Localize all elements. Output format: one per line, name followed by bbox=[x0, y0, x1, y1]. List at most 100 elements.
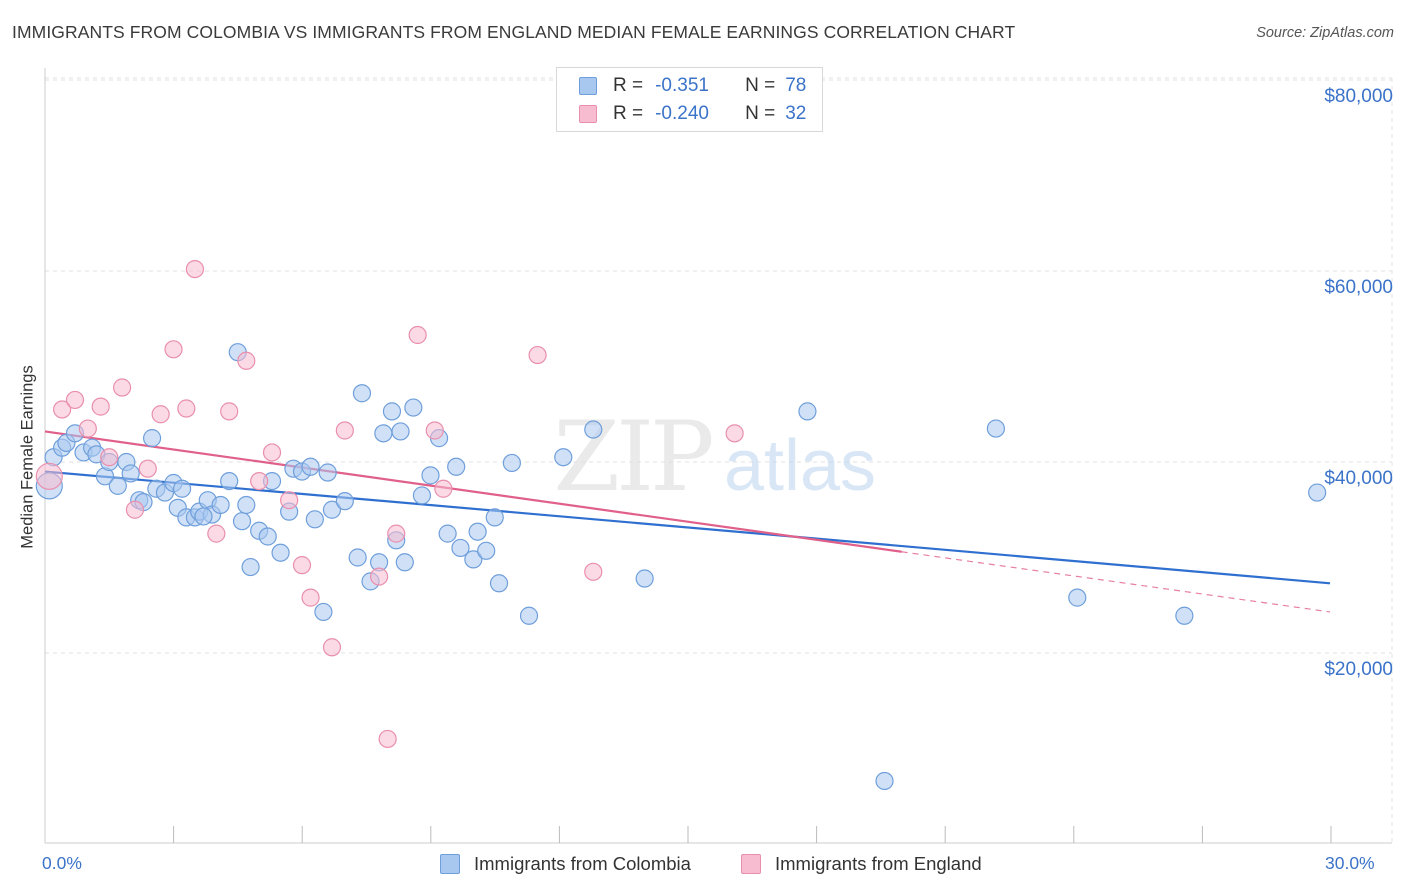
england-swatch bbox=[579, 105, 597, 123]
axes bbox=[44, 68, 1393, 844]
correlation-legend: R = -0.351 N = 78 R = -0.240 N = 32 bbox=[556, 67, 823, 132]
data-point-colombia bbox=[232, 512, 252, 531]
y-tick-label-60000: $60,000 bbox=[1324, 277, 1393, 298]
data-point-england bbox=[408, 325, 427, 345]
data-point-colombia bbox=[477, 541, 496, 560]
data-point-colombia bbox=[241, 557, 260, 577]
watermark: ZIP atlas bbox=[553, 401, 876, 513]
data-point-england bbox=[164, 340, 183, 359]
data-point-colombia bbox=[438, 524, 457, 543]
legend-r-label: R = bbox=[613, 103, 644, 124]
legend-n-value: 78 bbox=[785, 75, 807, 96]
data-point-colombia bbox=[220, 472, 239, 491]
data-point-colombia bbox=[635, 569, 654, 588]
data-point-england bbox=[370, 567, 389, 586]
data-point-england bbox=[151, 405, 170, 424]
data-point-colombia bbox=[374, 424, 393, 443]
data-point-england bbox=[262, 443, 282, 462]
data-point-england bbox=[335, 421, 354, 440]
legend-item-colombia[interactable]: Immigrants from Colombia bbox=[440, 851, 691, 877]
data-point-colombia bbox=[584, 420, 603, 439]
legend-r-value: -0.351 bbox=[655, 75, 709, 96]
trend-line-england bbox=[44, 430, 902, 553]
data-point-colombia bbox=[305, 510, 324, 529]
data-point-england bbox=[91, 397, 110, 416]
data-point-england bbox=[138, 459, 157, 478]
data-point-england bbox=[100, 448, 119, 467]
legend-n-value: 32 bbox=[785, 103, 807, 124]
series-england-points bbox=[35, 259, 744, 749]
england-legend-swatch bbox=[741, 854, 761, 874]
data-point-england bbox=[112, 378, 132, 397]
data-point-colombia bbox=[485, 508, 504, 527]
data-point-england bbox=[207, 524, 226, 543]
data-point-colombia bbox=[502, 453, 521, 473]
data-point-colombia bbox=[875, 771, 894, 791]
legend-label-colombia: Immigrants from Colombia bbox=[474, 853, 691, 874]
data-point-colombia bbox=[142, 429, 162, 448]
data-point-colombia bbox=[1068, 588, 1087, 607]
data-point-england bbox=[434, 479, 453, 498]
legend-n-label: N = bbox=[745, 103, 776, 124]
data-point-colombia bbox=[464, 550, 483, 569]
data-point-england bbox=[35, 462, 63, 490]
data-point-colombia bbox=[318, 463, 337, 482]
y-tick-label-40000: $40,000 bbox=[1324, 468, 1393, 489]
x-tick-label-max: 30.0% bbox=[1325, 853, 1375, 873]
y-axis-title: Median Female Earnings bbox=[18, 365, 37, 549]
trend-line-england-extension bbox=[901, 551, 1331, 613]
data-point-colombia bbox=[314, 602, 333, 622]
legend-n-label: N = bbox=[745, 75, 776, 96]
data-point-colombia bbox=[798, 402, 817, 421]
data-point-england bbox=[425, 421, 444, 440]
data-point-colombia bbox=[554, 448, 573, 467]
data-point-england bbox=[387, 524, 406, 543]
data-point-colombia bbox=[421, 466, 440, 485]
data-point-colombia bbox=[348, 548, 367, 567]
data-point-england bbox=[185, 259, 205, 279]
data-point-england bbox=[280, 491, 299, 510]
y-tick-label-80000: $80,000 bbox=[1324, 86, 1393, 107]
legend-r-label: R = bbox=[613, 75, 644, 96]
data-point-england bbox=[378, 729, 397, 749]
data-point-colombia bbox=[986, 419, 1006, 438]
data-point-colombia bbox=[447, 457, 466, 476]
colombia-legend-swatch bbox=[440, 854, 460, 874]
y-tick-label-20000: $20,000 bbox=[1324, 659, 1393, 680]
data-point-colombia bbox=[519, 606, 539, 625]
data-point-colombia bbox=[172, 479, 192, 498]
data-point-colombia bbox=[194, 507, 213, 526]
data-point-england bbox=[725, 424, 744, 443]
data-point-england bbox=[237, 351, 256, 370]
data-point-england bbox=[125, 500, 145, 519]
data-point-colombia bbox=[301, 457, 320, 476]
data-point-colombia bbox=[451, 538, 470, 558]
source-label: Source: ZipAtlas.com bbox=[1256, 25, 1394, 41]
chart-title: IMMIGRANTS FROM COLOMBIA VS IMMIGRANTS F… bbox=[12, 22, 1016, 42]
data-point-colombia bbox=[258, 527, 277, 546]
legend-row-colombia: R = -0.351 N = 78 bbox=[579, 72, 806, 100]
data-point-colombia bbox=[237, 495, 256, 515]
colombia-swatch bbox=[579, 77, 597, 95]
legend-row-england: R = -0.240 N = 32 bbox=[579, 100, 806, 128]
data-point-colombia bbox=[211, 495, 230, 515]
data-point-england bbox=[322, 638, 342, 657]
legend-item-england[interactable]: Immigrants from England bbox=[741, 851, 982, 877]
legend-r-value: -0.240 bbox=[655, 103, 709, 124]
data-point-colombia bbox=[108, 476, 127, 495]
data-point-colombia bbox=[382, 402, 402, 421]
data-point-england bbox=[584, 562, 603, 581]
data-point-england bbox=[250, 472, 269, 491]
data-point-colombia bbox=[1308, 483, 1327, 502]
data-point-colombia bbox=[121, 464, 140, 483]
data-point-colombia bbox=[322, 500, 342, 519]
watermark-zip: ZIP bbox=[553, 401, 712, 513]
legend-label-england: Immigrants from England bbox=[775, 853, 982, 874]
data-point-england bbox=[78, 419, 97, 438]
data-point-england bbox=[177, 399, 196, 418]
data-point-colombia bbox=[352, 384, 372, 403]
data-point-colombia bbox=[404, 398, 423, 417]
data-point-england bbox=[220, 402, 239, 421]
data-point-colombia bbox=[1175, 606, 1194, 625]
